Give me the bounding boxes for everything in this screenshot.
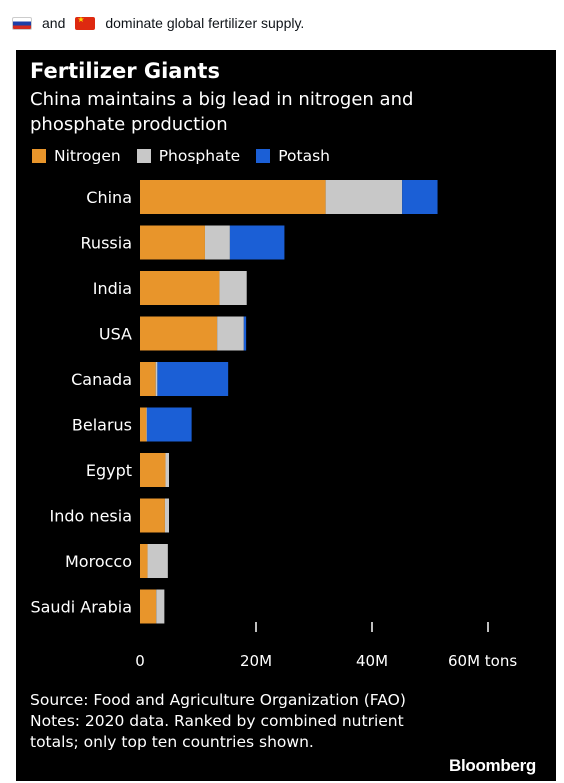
category-label-belarus: Belarus xyxy=(72,416,132,435)
caption-and: and xyxy=(42,15,66,31)
chart-footer: Source: Food and Agriculture Organizatio… xyxy=(30,690,420,753)
legend-item-phosphate: Phosphate xyxy=(136,147,241,165)
chart-subtitle: China maintains a big lead in nitrogen a… xyxy=(30,89,414,135)
caption-text: dominate global fertilizer supply. xyxy=(105,15,305,31)
bar-canada-phosphate xyxy=(155,362,158,396)
legend-swatch-phosphate xyxy=(136,149,151,163)
bar-egypt-nitrogen xyxy=(140,453,166,487)
stacked-bar-chart: China Russia India USA Canada Belarus Egypt Ind… xyxy=(30,180,517,670)
bar-belarus-nitrogen xyxy=(140,407,147,442)
bar-china-nitrogen xyxy=(140,180,326,214)
bar-belarus-phosphate xyxy=(146,407,147,442)
bar-canada-nitrogen xyxy=(140,362,156,396)
bar-belarus-potash xyxy=(146,407,192,442)
bar-egypt-phosphate xyxy=(165,453,169,487)
legend-label-phosphate: Phosphate xyxy=(158,147,241,165)
bar-usa-phosphate xyxy=(217,316,244,351)
bar-morocco-nitrogen xyxy=(140,544,148,578)
category-label-saudi-arabia: Saudi Arabia xyxy=(30,598,132,617)
category-label-morocco: Morocco xyxy=(65,552,132,571)
category-label-egypt: Egypt xyxy=(86,461,132,480)
china-flag-icon xyxy=(75,16,96,30)
x-tick-label-0: 0 xyxy=(135,652,145,670)
source-note: Source: Food and Agriculture Organizatio… xyxy=(30,691,406,709)
russia-flag-icon xyxy=(12,16,32,30)
bar-indo-nesia-phosphate xyxy=(164,498,169,533)
bloomberg-logo: Bloomberg xyxy=(448,756,536,775)
bar-usa-potash xyxy=(243,316,247,351)
bar-china-potash xyxy=(402,180,438,214)
x-tick-label-60: 60M tons xyxy=(448,652,517,670)
bar-morocco-phosphate xyxy=(147,544,168,578)
legend-swatch-nitrogen xyxy=(32,149,46,163)
category-label-indo-nesia: Indo nesia xyxy=(50,507,132,526)
bar-china-phosphate xyxy=(325,180,403,214)
legend-item-nitrogen: Nitrogen xyxy=(32,147,121,165)
bar-india-phosphate xyxy=(219,271,247,305)
bar-russia-nitrogen xyxy=(140,225,205,260)
bar-russia-potash xyxy=(229,225,285,260)
category-label-russia: Russia xyxy=(81,234,132,253)
bar-india-nitrogen xyxy=(140,271,220,305)
bar-saudi-arabia-nitrogen xyxy=(140,589,157,624)
chart-title: Fertilizer Giants xyxy=(30,59,220,83)
legend-swatch-potash xyxy=(256,149,271,163)
bar-canada-potash xyxy=(157,362,229,396)
category-label-canada: Canada xyxy=(71,370,132,389)
data-notes: Notes: 2020 data. Ranked by combined nut… xyxy=(30,712,404,751)
category-label-india: India xyxy=(93,279,132,298)
chart-legend: Nitrogen Phosphate Potash xyxy=(32,147,346,165)
bar-saudi-arabia-phosphate xyxy=(156,589,165,624)
x-tick-label-20: 20M xyxy=(240,652,272,670)
chart-panel: Fertilizer Giants China maintains a big … xyxy=(16,50,556,781)
x-tick-label-40: 40M xyxy=(356,652,388,670)
category-label-china: China xyxy=(86,188,132,207)
tweet-caption: and dominate global fertilizer supply. xyxy=(0,0,564,46)
legend-label-nitrogen: Nitrogen xyxy=(54,147,121,165)
bar-usa-nitrogen xyxy=(140,316,218,351)
bar-indo-nesia-nitrogen xyxy=(140,498,165,533)
bar-russia-phosphate xyxy=(204,225,230,260)
category-label-usa: USA xyxy=(99,325,132,344)
legend-item-potash: Potash xyxy=(256,147,330,165)
legend-label-potash: Potash xyxy=(278,147,330,165)
